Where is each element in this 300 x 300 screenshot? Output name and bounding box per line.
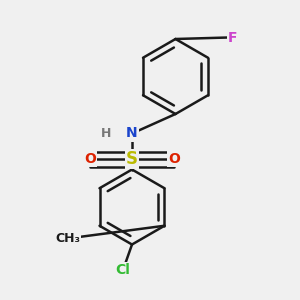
Text: H: H: [101, 127, 112, 140]
Text: N: N: [126, 127, 138, 140]
Text: O: O: [84, 152, 96, 166]
Text: S: S: [126, 150, 138, 168]
Text: O: O: [168, 152, 180, 166]
Text: Cl: Cl: [116, 263, 130, 277]
Text: CH₃: CH₃: [55, 232, 80, 245]
Text: F: F: [228, 31, 238, 44]
